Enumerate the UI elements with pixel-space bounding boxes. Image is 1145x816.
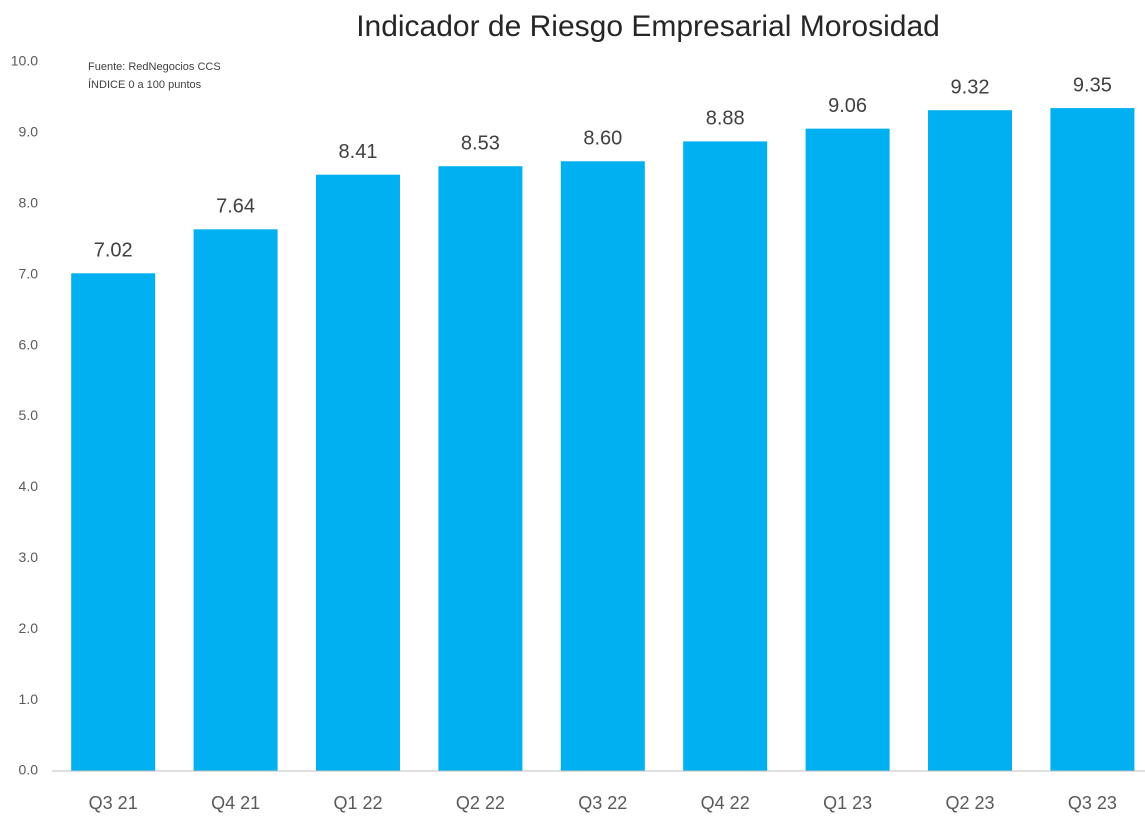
value-label: 9.06 bbox=[828, 95, 867, 117]
y-tick-label: 10.0 bbox=[11, 53, 38, 69]
x-tick-label: Q4 22 bbox=[701, 793, 750, 813]
value-label: 8.53 bbox=[461, 133, 500, 155]
bar bbox=[560, 161, 645, 771]
x-tick-label: Q2 22 bbox=[456, 793, 505, 813]
annotation: Fuente: RedNegocios CCS bbox=[88, 61, 221, 73]
value-label: 8.60 bbox=[583, 128, 622, 150]
x-tick-label: Q1 23 bbox=[823, 793, 872, 813]
value-label: 8.88 bbox=[706, 108, 745, 130]
bar bbox=[438, 166, 523, 771]
bar bbox=[683, 141, 768, 771]
value-label: 9.35 bbox=[1073, 74, 1112, 96]
x-tick-label: Q2 23 bbox=[945, 793, 994, 813]
y-tick-label: 3.0 bbox=[19, 549, 39, 565]
y-tick-label: 5.0 bbox=[19, 407, 39, 423]
bar bbox=[805, 128, 890, 771]
bar bbox=[71, 273, 156, 771]
x-tick-label: Q4 21 bbox=[211, 793, 260, 813]
value-label: 9.32 bbox=[951, 76, 990, 98]
y-tick-label: 8.0 bbox=[19, 195, 39, 211]
value-label: 7.64 bbox=[216, 196, 255, 218]
y-tick-label: 7.0 bbox=[19, 265, 39, 281]
annotation: ÍNDICE 0 a 100 puntos bbox=[88, 78, 202, 91]
bar bbox=[928, 110, 1012, 772]
y-tick-label: 1.0 bbox=[19, 691, 39, 707]
x-tick-label: Q1 22 bbox=[333, 793, 382, 813]
y-tick-label: 9.0 bbox=[19, 124, 39, 140]
x-tick-label: Q3 22 bbox=[578, 793, 627, 813]
bar bbox=[1050, 108, 1135, 771]
chart-title: Indicador de Riesgo Empresarial Morosida… bbox=[356, 10, 940, 43]
y-tick-label: 6.0 bbox=[19, 336, 39, 352]
x-tick-label: Q3 23 bbox=[1068, 793, 1117, 813]
y-tick-label: 2.0 bbox=[19, 620, 39, 636]
y-tick-label: 4.0 bbox=[19, 478, 39, 494]
bar bbox=[193, 229, 278, 772]
value-label: 8.41 bbox=[339, 141, 378, 163]
x-tick-label: Q3 21 bbox=[89, 793, 138, 813]
value-label: 7.02 bbox=[94, 240, 133, 262]
y-tick-label: 0.0 bbox=[19, 762, 39, 778]
bar bbox=[316, 174, 400, 771]
